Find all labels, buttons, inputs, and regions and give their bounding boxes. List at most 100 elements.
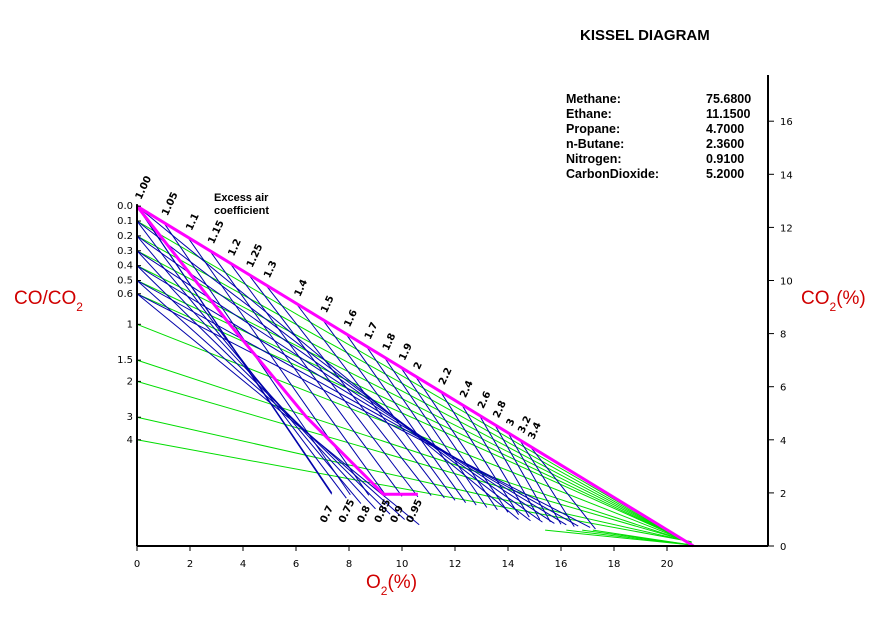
excess-air-value-label: 1.3: [262, 259, 279, 280]
composition-row: CarbonDioxide: 5.2000: [566, 167, 766, 182]
composition-value: 75.6800: [706, 92, 752, 106]
excess-air-line: [529, 445, 596, 530]
excess-air-line: [136, 250, 555, 524]
co-ratio-tick-label: 4: [127, 435, 133, 446]
co-ratio-line: [592, 529, 692, 546]
excess-air-value-label: 2.2: [437, 366, 454, 387]
excess-air-value-label: 1.00: [134, 174, 154, 201]
composition-name: Propane:: [566, 122, 621, 136]
x-tick-label: 14: [502, 559, 515, 570]
y-tick-label: 14: [780, 170, 793, 181]
excess-air-value-label: 1.9: [397, 342, 414, 363]
x-tick-label: 6: [293, 559, 299, 570]
composition-row: Nitrogen: 0.9100: [566, 152, 766, 167]
left-axis-title: CO/CO2: [14, 288, 83, 314]
x-tick-label: 18: [608, 559, 621, 570]
composition-name: Ethane:: [566, 107, 612, 121]
composition-value: 0.9100: [706, 152, 745, 166]
excess-air-line: [440, 391, 520, 515]
excess-air-line: [247, 273, 419, 498]
excess-air-line: [136, 205, 519, 520]
x-tick-label: 4: [240, 559, 246, 570]
excess-air-value-label: 1.8: [381, 332, 398, 353]
composition-row: Propane: 4.7000: [566, 122, 766, 137]
x-tick-label: 12: [449, 559, 462, 570]
co-ratio-tick-label: 0.3: [117, 246, 133, 257]
co-ratio-tick-label: 0.0: [117, 201, 133, 212]
y-tick-label: 16: [780, 117, 793, 128]
y-tick-label: 0: [780, 542, 786, 553]
excess-air-line: [136, 220, 347, 499]
co-ratio-line: [136, 293, 692, 544]
bottom-axis-title: O2(%): [366, 572, 418, 598]
composition-name: CarbonDioxide:: [566, 167, 660, 181]
excess-air-value-label: 2.4: [458, 379, 475, 400]
excess-air-line: [136, 235, 362, 504]
excess-air-value-label: 2.6: [476, 390, 493, 411]
x-tick-label: 10: [396, 559, 409, 570]
composition-name: Methane:: [566, 92, 621, 106]
excess-air-line: [345, 333, 467, 504]
excess-air-line: [136, 235, 543, 523]
composition-value: 4.7000: [706, 122, 745, 136]
excess-air-deficit-label: 0.75: [337, 498, 357, 525]
excess-air-line: [136, 280, 579, 527]
y-tick-label: 10: [780, 277, 793, 288]
co-ratio-tick-label: 0.4: [117, 261, 133, 272]
excess-air-label-line2: coefficient: [214, 205, 270, 217]
composition-value: 11.1500: [706, 107, 751, 121]
co-ratio-line: [136, 359, 692, 544]
excess-air-line: [365, 345, 477, 506]
excess-air-line: [136, 293, 420, 526]
composition-row: n-Butane: 2.3600: [566, 137, 766, 152]
excess-air-deficit-label: 0.7: [319, 504, 336, 525]
excess-air-value-label: 1.05: [160, 191, 180, 218]
co-ratio-tick-label: 2: [127, 376, 133, 387]
y-tick-label: 2: [780, 489, 786, 500]
excess-air-line: [478, 414, 541, 520]
co-ratio-line: [136, 380, 692, 543]
composition-value: 2.3600: [706, 137, 745, 151]
excess-air-value-label: 3: [505, 417, 518, 428]
co-ratio-line: [136, 265, 692, 545]
excess-air-line: [136, 220, 531, 522]
composition-row: Ethane: 11.1500: [566, 107, 766, 122]
co-ratio-line: [136, 235, 692, 545]
co-ratio-line: [136, 220, 692, 546]
excess-air-line: [136, 280, 405, 520]
excess-air-line: [136, 265, 567, 526]
excess-air-line: [265, 284, 432, 496]
co-ratio-tick-label: 1: [127, 319, 133, 330]
lambda-one-curve: [135, 205, 418, 496]
y-tick-label: 4: [780, 436, 786, 447]
excess-air-value-label: 1.6: [343, 308, 360, 329]
excess-air-value-label: 1.2: [226, 237, 243, 258]
excess-air-line: [136, 265, 391, 515]
excess-air-line: [507, 432, 562, 525]
excess-air-line: [136, 293, 591, 528]
y-tick-label: 6: [780, 383, 786, 394]
x-tick-label: 0: [134, 559, 140, 570]
co-ratio-line: [136, 250, 692, 545]
excess-air-label: Excess air coefficient: [214, 192, 269, 218]
co-ratio-tick-label: 0.2: [117, 231, 133, 242]
co-ratio-tick-label: 1.5: [117, 355, 133, 366]
excess-air-value-label: 2.8: [491, 399, 508, 420]
x-tick-label: 2: [187, 559, 193, 570]
excess-air-value-label: 1.1: [184, 212, 201, 233]
excess-air-line: [383, 356, 488, 508]
excess-air-value-label: 1.15: [206, 219, 226, 246]
composition-row: Methane: 75.6800: [566, 92, 766, 107]
fuel-composition-table: Methane: 75.6800 Ethane: 11.1500 Propane: 4.7…: [566, 92, 766, 182]
co-ratio-tick-label: 3: [127, 412, 133, 423]
excess-air-value-label: 1.25: [245, 242, 265, 269]
excess-air-value-label: 2: [412, 360, 425, 371]
excess-air-value-label: 1.4: [293, 278, 310, 299]
right-axis-title: CO2(%): [801, 288, 866, 314]
excess-air-line: [414, 375, 509, 513]
excess-air-boundary-line: [136, 204, 695, 548]
excess-air-deficit-label: 0.95: [405, 498, 425, 525]
x-tick-label: 20: [661, 559, 674, 570]
excess-air-line: [400, 366, 498, 511]
